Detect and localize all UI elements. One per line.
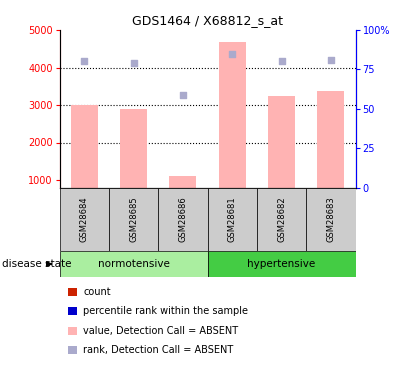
Bar — [257, 188, 306, 251]
Bar — [158, 188, 208, 251]
Text: GSM28684: GSM28684 — [80, 196, 89, 242]
Point — [328, 57, 334, 63]
Text: value, Detection Call = ABSENT: value, Detection Call = ABSENT — [83, 326, 238, 336]
Point — [130, 60, 137, 66]
Text: GSM28686: GSM28686 — [178, 196, 187, 242]
Bar — [109, 188, 158, 251]
Text: rank, Detection Call = ABSENT: rank, Detection Call = ABSENT — [83, 345, 233, 355]
Point — [229, 51, 236, 57]
Bar — [306, 188, 356, 251]
Text: count: count — [83, 287, 111, 297]
Text: GSM28683: GSM28683 — [326, 196, 335, 242]
Text: GSM28681: GSM28681 — [228, 196, 237, 242]
Bar — [169, 176, 196, 188]
Bar — [60, 251, 208, 277]
Bar — [71, 105, 98, 188]
Point — [180, 92, 186, 98]
Bar — [208, 251, 356, 277]
Point — [81, 58, 88, 64]
Text: GSM28682: GSM28682 — [277, 196, 286, 242]
Point — [278, 58, 285, 64]
Text: disease state: disease state — [2, 259, 72, 269]
Title: GDS1464 / X68812_s_at: GDS1464 / X68812_s_at — [132, 15, 283, 27]
Bar — [268, 96, 295, 188]
Bar — [120, 109, 147, 188]
Bar — [317, 91, 344, 188]
Text: normotensive: normotensive — [98, 259, 169, 269]
Bar — [208, 188, 257, 251]
Bar — [60, 188, 109, 251]
Text: hypertensive: hypertensive — [247, 259, 316, 269]
Text: GSM28685: GSM28685 — [129, 196, 138, 242]
Text: percentile rank within the sample: percentile rank within the sample — [83, 306, 248, 316]
Bar — [219, 42, 246, 188]
